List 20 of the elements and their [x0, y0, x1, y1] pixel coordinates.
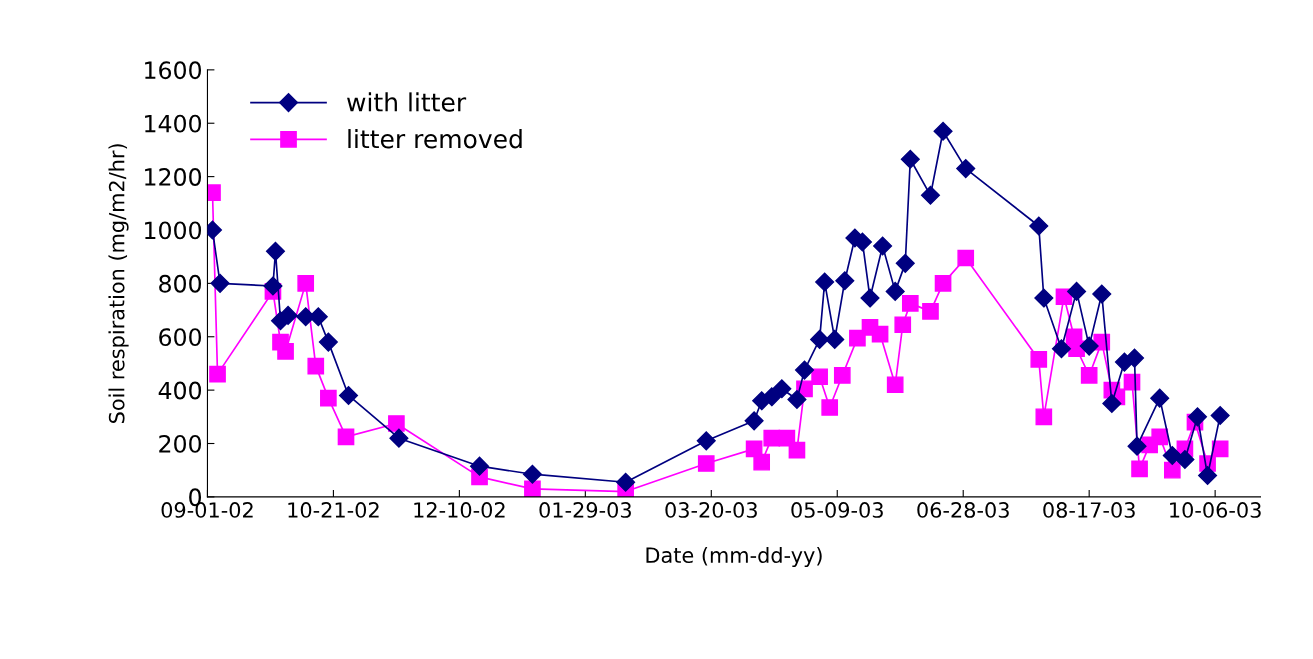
- x-tick-label: 08-17-03: [1043, 502, 1135, 518]
- y-tick-label: 400: [158, 381, 202, 400]
- y-tick-label: 1400: [145, 114, 202, 133]
- y-tick-label: 1600: [145, 61, 202, 80]
- y-tick-label: 1200: [145, 168, 202, 186]
- x-tick-label: 10-06-03: [1170, 502, 1261, 518]
- legend-label: litter removed: [348, 129, 522, 149]
- x-axis-title: Date (mm-dd-yy): [646, 546, 822, 568]
- y-tick-label: 200: [159, 434, 202, 453]
- x-tick-label: 06-28-03: [917, 502, 1009, 518]
- x-tick-label: 10-21-02: [288, 502, 379, 518]
- x-tick-label: 05-09-03: [791, 502, 883, 518]
- legend-label: with litter: [347, 92, 467, 112]
- y-tick-label: 800: [159, 274, 202, 293]
- y-axis-title: Soil respiration (mg/m2/hr): [108, 144, 129, 423]
- y-tick-label: 1000: [145, 221, 202, 240]
- x-tick-label: 01-29-03: [539, 502, 631, 518]
- x-tick-label: 03-20-03: [665, 502, 757, 518]
- x-tick-label: 12-10-02: [414, 502, 505, 518]
- y-tick-label: 600: [159, 328, 202, 347]
